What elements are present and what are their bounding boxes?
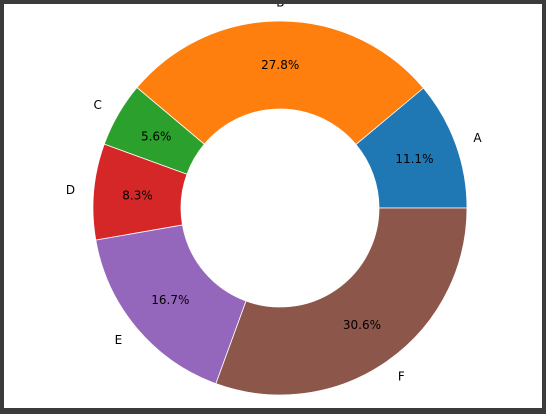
category-label-d: D [66, 183, 75, 197]
category-label-e: E [115, 333, 123, 347]
percent-label-c: 5.6% [141, 129, 172, 143]
percent-label-e: 16.7% [151, 293, 189, 307]
percent-label-d: 8.3% [122, 188, 153, 202]
chart-canvas: 11.1% A 27.8% B 5.6% C 8.3% D 16.7% E 30.6% F [4, 4, 542, 408]
percent-label-f: 30.6% [343, 318, 381, 332]
donut-chart: 11.1% A 27.8% B 5.6% C 8.3% D 16.7% E 30.6% F [66, 4, 482, 396]
percent-label-a: 11.1% [395, 152, 433, 166]
slice-e [95, 224, 247, 385]
category-label-a: A [473, 131, 482, 145]
category-label-b: B [276, 4, 284, 9]
slice-f [215, 207, 468, 396]
category-label-f: F [398, 370, 405, 384]
slice-b [136, 20, 424, 146]
percent-label-b: 27.8% [261, 58, 299, 72]
category-label-c: C [94, 98, 102, 112]
